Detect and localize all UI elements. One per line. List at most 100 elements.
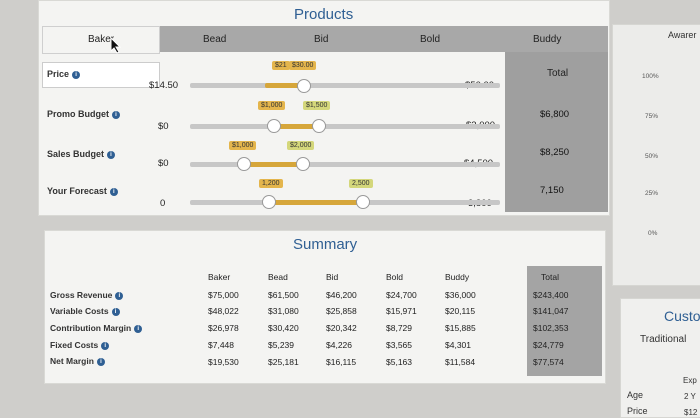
sales-tag-low: $1,000 bbox=[229, 141, 257, 150]
summary-cell: $61,500 bbox=[268, 290, 299, 300]
summary-total-cell: $243,400 bbox=[533, 290, 569, 300]
customer-title: Custo bbox=[664, 308, 700, 324]
col-bead[interactable]: Bead bbox=[203, 34, 227, 45]
summary-cell: $24,700 bbox=[386, 290, 417, 300]
col-baker[interactable]: Baker bbox=[88, 34, 115, 45]
summary-cell: $4,226 bbox=[326, 340, 352, 350]
row-label-price: Price i bbox=[47, 69, 81, 79]
row-label-sales: Sales Budget i bbox=[47, 149, 116, 159]
sales-tag-high: $2,000 bbox=[287, 141, 315, 150]
summary-cell: $30,420 bbox=[268, 323, 299, 333]
summary-cell: $75,000 bbox=[208, 290, 239, 300]
promo-slider-handle-high[interactable] bbox=[312, 119, 326, 133]
awareness-tick: 100% bbox=[642, 73, 659, 80]
col-buddy[interactable]: Buddy bbox=[533, 34, 562, 45]
sales-slider-range bbox=[240, 162, 302, 167]
info-icon[interactable]: i bbox=[115, 291, 124, 300]
summary-panel bbox=[44, 230, 606, 384]
promo-tag-low: $1,000 bbox=[258, 101, 286, 110]
summary-row-label: Gross Revenue i bbox=[50, 290, 124, 300]
summary-total-cell: $141,047 bbox=[533, 306, 569, 316]
info-icon[interactable]: i bbox=[72, 70, 81, 79]
promo-tag-high: $1,500 bbox=[303, 101, 331, 110]
info-icon[interactable]: i bbox=[96, 357, 105, 366]
summary-cell: $15,885 bbox=[445, 323, 476, 333]
price-slider-handle[interactable] bbox=[297, 79, 311, 93]
summary-total-cell: $102,353 bbox=[533, 323, 569, 333]
awareness-tick: 50% bbox=[645, 153, 659, 160]
mouse-cursor-icon bbox=[111, 38, 122, 54]
summary-cell: $48,022 bbox=[208, 306, 239, 316]
info-icon[interactable]: i bbox=[101, 341, 110, 350]
summary-cell: $3,565 bbox=[386, 340, 412, 350]
row-label-forecast: Your Forecast i bbox=[47, 186, 118, 196]
summary-cell: $7,448 bbox=[208, 340, 234, 350]
forecast-slider-handle-low[interactable] bbox=[262, 195, 276, 209]
summary-cell: $5,163 bbox=[386, 357, 412, 367]
summary-total-column bbox=[527, 266, 602, 376]
promo-min: $0 bbox=[158, 121, 169, 132]
summary-col-bead: Bead bbox=[268, 272, 288, 282]
summary-cell: $8,729 bbox=[386, 323, 412, 333]
sales-min: $0 bbox=[158, 158, 169, 169]
summary-total-cell: $77,574 bbox=[533, 357, 564, 367]
price-tag-low: $21 bbox=[272, 61, 290, 70]
price-tag-high: $30.00 bbox=[289, 61, 317, 70]
forecast-min: 0 bbox=[160, 198, 166, 209]
promo-slider-track[interactable] bbox=[190, 124, 500, 129]
price-min: $14.50 bbox=[149, 80, 179, 91]
summary-cell: $20,115 bbox=[445, 306, 476, 316]
promo-slider-handle-low[interactable] bbox=[267, 119, 281, 133]
col-bid[interactable]: Bid bbox=[314, 34, 329, 45]
forecast-slider-handle-high[interactable] bbox=[356, 195, 370, 209]
info-icon[interactable]: i bbox=[109, 187, 118, 196]
info-icon[interactable]: i bbox=[111, 307, 120, 316]
summary-cell: $26,978 bbox=[208, 323, 239, 333]
forecast-total: 7,150 bbox=[540, 185, 564, 196]
summary-row-label: Variable Costs i bbox=[50, 306, 120, 316]
summary-row-label: Fixed Costs i bbox=[50, 340, 110, 350]
price-slider-range bbox=[265, 83, 305, 88]
summary-cell: $46,200 bbox=[326, 290, 357, 300]
customer-age-label: Age bbox=[627, 390, 644, 400]
forecast-tag-low: 1,200 bbox=[259, 179, 283, 188]
summary-total-cell: $24,779 bbox=[533, 340, 564, 350]
summary-col-total: Total bbox=[541, 272, 559, 282]
summary-cell: $16,115 bbox=[326, 357, 357, 367]
summary-row-label: Contribution Margin i bbox=[50, 323, 143, 333]
summary-col-bold: Bold bbox=[386, 272, 404, 282]
customer-panel bbox=[620, 298, 700, 418]
summary-cell: $25,858 bbox=[326, 306, 357, 316]
products-total-column bbox=[505, 52, 608, 212]
forecast-slider-range bbox=[265, 200, 365, 205]
sales-slider-handle-low[interactable] bbox=[237, 157, 251, 171]
baker-header-cell bbox=[42, 26, 160, 54]
products-title: Products bbox=[294, 6, 354, 23]
customer-subtitle: Traditional bbox=[640, 334, 687, 345]
summary-cell: $19,530 bbox=[208, 357, 239, 367]
summary-col-buddy: Buddy bbox=[445, 272, 470, 282]
info-icon[interactable]: i bbox=[134, 324, 143, 333]
summary-cell: $20,342 bbox=[326, 323, 357, 333]
forecast-tag-high: 2,500 bbox=[349, 179, 373, 188]
sales-total: $8,250 bbox=[540, 147, 570, 158]
awareness-panel bbox=[612, 24, 700, 286]
sales-slider-handle-high[interactable] bbox=[296, 157, 310, 171]
customer-age-value: 2 Y bbox=[684, 392, 696, 401]
customer-price-value: $12 bbox=[684, 408, 698, 417]
info-icon[interactable]: i bbox=[112, 110, 120, 119]
products-total-header: Total bbox=[547, 68, 569, 79]
sales-slider-track[interactable] bbox=[190, 162, 500, 167]
summary-cell: $15,971 bbox=[386, 306, 417, 316]
info-icon[interactable]: i bbox=[107, 150, 116, 159]
summary-cell: $31,080 bbox=[268, 306, 299, 316]
summary-col-bid: Bid bbox=[326, 272, 339, 282]
col-bold[interactable]: Bold bbox=[420, 34, 441, 45]
products-header-band bbox=[158, 26, 608, 52]
awareness-tick: 25% bbox=[645, 190, 659, 197]
summary-title: Summary bbox=[293, 236, 358, 253]
summary-row-label: Net Margin i bbox=[50, 356, 105, 366]
row-label-box-price bbox=[42, 62, 160, 88]
summary-col-baker: Baker bbox=[208, 272, 231, 282]
price-slider-track[interactable] bbox=[190, 83, 500, 88]
